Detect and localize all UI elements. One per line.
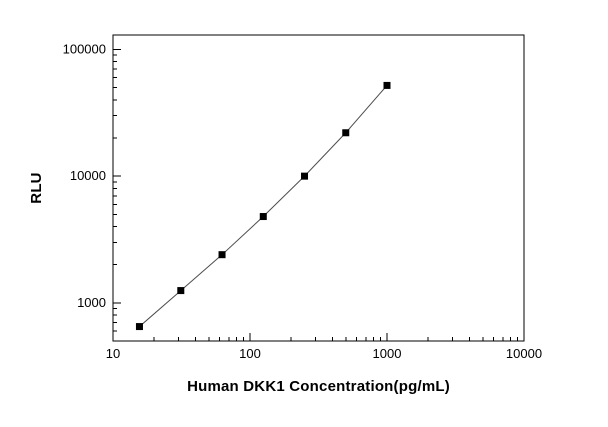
y-tick-label: 100000 bbox=[63, 41, 106, 56]
data-point bbox=[177, 287, 185, 295]
x-tick-label: 1000 bbox=[373, 346, 402, 361]
data-point bbox=[301, 172, 309, 180]
y-tick-label: 10000 bbox=[70, 168, 106, 183]
y-axis-label: RLU bbox=[28, 172, 45, 204]
x-tick-label: 100 bbox=[239, 346, 261, 361]
curve-line bbox=[139, 85, 388, 327]
data-point bbox=[135, 323, 143, 331]
axis-frame bbox=[112, 34, 525, 342]
y-tick-label: 1000 bbox=[77, 295, 106, 310]
x-tick-label: 10 bbox=[106, 346, 120, 361]
x-tick-label: 10000 bbox=[506, 346, 542, 361]
data-point bbox=[342, 129, 350, 137]
data-point bbox=[383, 81, 391, 89]
x-axis-label: Human DKK1 Concentration(pg/mL) bbox=[187, 378, 450, 395]
data-point bbox=[259, 213, 267, 221]
data-point bbox=[218, 251, 226, 259]
